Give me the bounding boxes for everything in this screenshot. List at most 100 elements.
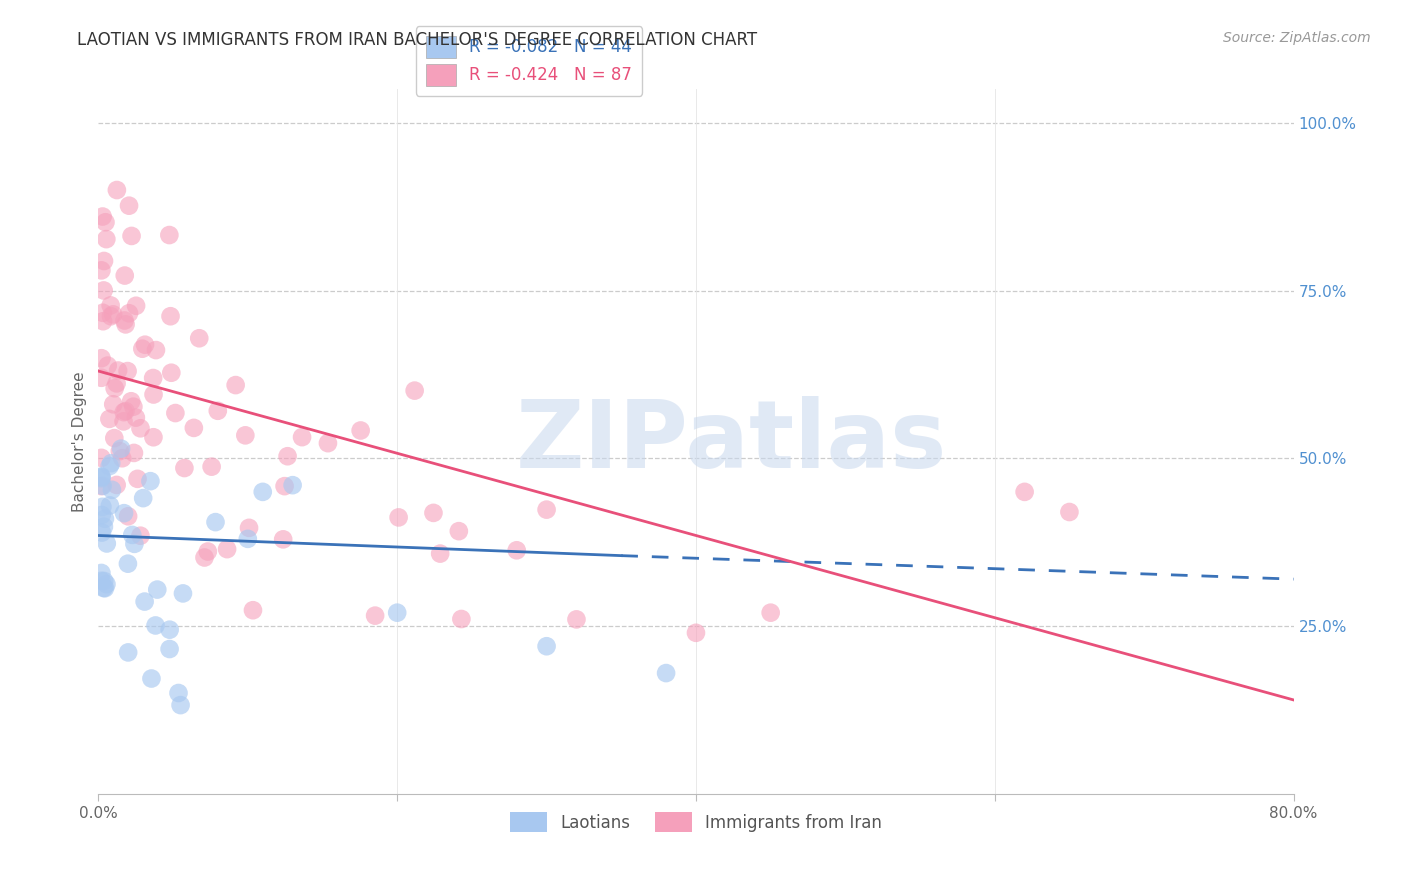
Point	[104, 381, 127, 395]
Point	[236, 532, 259, 546]
Point	[91, 210, 114, 224]
Point	[759, 606, 782, 620]
Point	[127, 472, 149, 486]
Point	[172, 586, 194, 600]
Point	[141, 672, 163, 686]
Text: LAOTIAN VS IMMIGRANTS FROM IRAN BACHELOR'S DEGREE CORRELATION CHART: LAOTIAN VS IMMIGRANTS FROM IRAN BACHELOR…	[77, 31, 758, 49]
Point	[90, 371, 112, 385]
Point	[132, 491, 155, 505]
Point	[103, 431, 125, 445]
Point	[159, 310, 181, 324]
Point	[450, 612, 472, 626]
Point	[183, 421, 205, 435]
Point	[188, 331, 211, 345]
Point	[197, 544, 219, 558]
Point	[193, 550, 215, 565]
Point	[96, 232, 118, 246]
Point	[655, 666, 678, 681]
Point	[117, 557, 139, 571]
Point	[90, 508, 112, 522]
Point	[91, 479, 114, 493]
Point	[91, 500, 114, 514]
Point	[385, 606, 409, 620]
Point	[271, 533, 294, 547]
Point	[94, 512, 117, 526]
Point	[91, 314, 114, 328]
Point	[114, 268, 136, 283]
Point	[129, 529, 152, 543]
Point	[422, 506, 444, 520]
Point	[204, 515, 226, 529]
Point	[536, 502, 558, 516]
Point	[1014, 484, 1036, 499]
Point	[112, 414, 135, 428]
Point	[100, 456, 122, 470]
Point	[93, 581, 115, 595]
Point	[103, 397, 125, 411]
Point	[111, 451, 134, 466]
Point	[159, 623, 181, 637]
Point	[1059, 505, 1081, 519]
Point	[447, 524, 470, 538]
Point	[96, 577, 118, 591]
Point	[90, 470, 112, 484]
Point	[506, 543, 529, 558]
Point	[121, 229, 143, 244]
Point	[93, 574, 115, 588]
Point	[90, 351, 112, 366]
Point	[388, 510, 411, 524]
Point	[273, 479, 295, 493]
Point	[145, 618, 167, 632]
Point	[107, 363, 129, 377]
Point	[94, 215, 117, 229]
Point	[91, 306, 114, 320]
Point	[120, 394, 142, 409]
Point	[118, 306, 141, 320]
Point	[173, 461, 195, 475]
Point	[131, 342, 153, 356]
Point	[169, 698, 191, 712]
Point	[167, 686, 190, 700]
Point	[90, 574, 112, 588]
Point	[93, 519, 115, 533]
Point	[157, 228, 180, 243]
Point	[122, 446, 145, 460]
Point	[121, 528, 143, 542]
Point	[238, 521, 260, 535]
Point	[117, 364, 139, 378]
Point	[364, 608, 387, 623]
Point	[125, 410, 148, 425]
Point	[291, 430, 314, 444]
Point	[217, 542, 239, 557]
Point	[350, 424, 373, 438]
Point	[207, 404, 229, 418]
Point	[98, 412, 121, 426]
Point	[685, 625, 707, 640]
Point	[108, 444, 131, 458]
Point	[125, 299, 148, 313]
Point	[124, 537, 146, 551]
Point	[242, 603, 264, 617]
Point	[277, 449, 299, 463]
Point	[118, 199, 141, 213]
Point	[281, 478, 304, 492]
Point	[139, 474, 162, 488]
Point	[122, 400, 145, 414]
Point	[93, 284, 115, 298]
Point	[100, 310, 122, 324]
Point	[105, 183, 128, 197]
Point	[159, 642, 181, 657]
Point	[142, 430, 165, 444]
Point	[105, 376, 128, 391]
Point	[90, 479, 112, 493]
Point	[96, 536, 118, 550]
Text: Source: ZipAtlas.com: Source: ZipAtlas.com	[1223, 31, 1371, 45]
Point	[91, 525, 114, 540]
Legend: Laotians, Immigrants from Iran: Laotians, Immigrants from Iran	[503, 805, 889, 838]
Point	[94, 581, 117, 595]
Point	[225, 378, 247, 392]
Point	[404, 384, 426, 398]
Point	[90, 450, 112, 465]
Point	[101, 483, 124, 497]
Point	[114, 318, 136, 332]
